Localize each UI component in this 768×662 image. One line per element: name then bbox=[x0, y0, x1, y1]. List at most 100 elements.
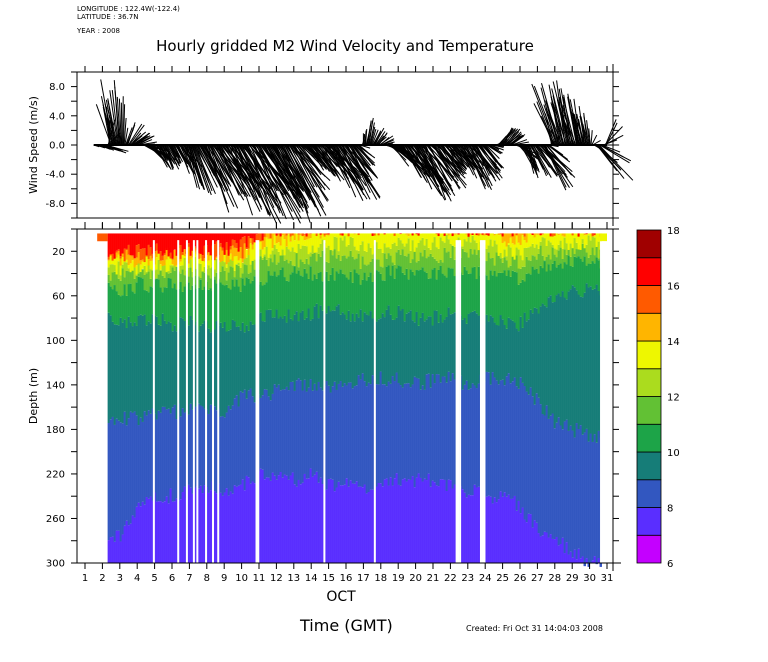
temperature-cell bbox=[277, 384, 280, 476]
temperature-cell bbox=[271, 250, 274, 263]
temperature-cell bbox=[333, 236, 336, 250]
temperature-cell bbox=[247, 278, 250, 331]
temperature-cell bbox=[173, 325, 176, 405]
temperature-cell bbox=[219, 282, 222, 323]
temperature-cell bbox=[269, 254, 272, 259]
temperature-cell bbox=[281, 249, 284, 256]
temperature-cell bbox=[125, 262, 128, 271]
temperature-cell bbox=[373, 233, 376, 236]
colorbar-swatch bbox=[636, 423, 662, 453]
temperature-cell bbox=[375, 233, 378, 243]
temperature-cell bbox=[197, 403, 200, 489]
temperature-cell bbox=[201, 289, 204, 324]
temperature-cell bbox=[183, 258, 186, 276]
wind-stick bbox=[505, 128, 519, 146]
temperature-cell bbox=[121, 256, 124, 265]
temperature-panel bbox=[97, 233, 612, 567]
temperature-cell bbox=[435, 279, 438, 311]
temperature-cell bbox=[271, 233, 274, 249]
temperature-cell bbox=[121, 264, 124, 269]
temperature-cell bbox=[555, 233, 558, 250]
temperature-cell bbox=[347, 233, 350, 245]
temperature-cell bbox=[183, 233, 186, 250]
temperature-cell bbox=[221, 266, 224, 285]
temperature-cell bbox=[191, 246, 194, 258]
temperature-cell bbox=[157, 324, 160, 411]
temperature-cell bbox=[393, 233, 396, 243]
temperature-cell bbox=[335, 258, 338, 272]
temperature-cell bbox=[107, 256, 110, 260]
temperature-cell bbox=[295, 252, 298, 274]
temperature-cell bbox=[477, 248, 480, 267]
wind-stick bbox=[533, 85, 558, 146]
temperature-cell bbox=[297, 378, 300, 480]
temperature-cell bbox=[443, 479, 446, 563]
temperature-cell bbox=[413, 275, 416, 323]
wind-stick bbox=[162, 144, 174, 171]
temperature-cell bbox=[189, 487, 192, 563]
temperature-cell bbox=[471, 267, 474, 312]
temperature-cell bbox=[573, 233, 576, 239]
temperature-cell bbox=[219, 246, 222, 263]
temperature-cell bbox=[127, 525, 130, 563]
temperature-cell bbox=[345, 385, 348, 479]
temperature-cell bbox=[535, 268, 538, 309]
temperature-cell bbox=[269, 233, 272, 239]
temperature-cell bbox=[309, 234, 312, 239]
temperature-cell bbox=[315, 233, 318, 237]
temperature-cell bbox=[355, 385, 358, 482]
temperature-cell bbox=[363, 484, 366, 563]
temperature-cell bbox=[241, 237, 244, 259]
temperature-cell bbox=[435, 485, 438, 563]
temperature-cell bbox=[525, 242, 528, 248]
temperature-cell bbox=[515, 510, 518, 563]
temperature-cell bbox=[511, 498, 514, 563]
temperature-cell bbox=[339, 260, 342, 270]
temperature-cell bbox=[199, 258, 202, 264]
temperature-cell bbox=[337, 383, 340, 482]
temperature-cell bbox=[445, 234, 448, 253]
temperature-cell bbox=[135, 325, 138, 416]
wind-stick bbox=[425, 144, 447, 200]
temperature-cell bbox=[491, 275, 494, 318]
temperature-cell bbox=[379, 273, 382, 319]
wind-y-tick-label: 8.0 bbox=[49, 82, 65, 93]
temperature-cell bbox=[139, 417, 142, 507]
colorbar-swatch bbox=[636, 340, 662, 370]
temperature-cell bbox=[333, 249, 336, 281]
temperature-cell bbox=[357, 375, 360, 487]
temperature-cell bbox=[467, 313, 470, 390]
temperature-cell bbox=[247, 248, 250, 256]
temperature-cell bbox=[419, 252, 422, 270]
temperature-cell bbox=[139, 249, 142, 261]
temperature-cell bbox=[507, 243, 510, 245]
temperature-cell bbox=[419, 269, 422, 318]
temperature-cell bbox=[445, 233, 448, 235]
temperature-cell bbox=[121, 423, 124, 535]
temperature-cell bbox=[327, 385, 330, 480]
x-tick-label: 8 bbox=[204, 573, 210, 584]
temperature-cell bbox=[567, 291, 570, 431]
temperature-cell bbox=[237, 233, 240, 252]
temperature-cell bbox=[377, 259, 380, 272]
temperature-cell bbox=[487, 245, 490, 253]
temperature-cell bbox=[121, 233, 124, 254]
temperature-cell bbox=[429, 253, 432, 279]
wind-stick bbox=[116, 96, 122, 146]
temperature-cell bbox=[475, 279, 478, 314]
missing-data-gap bbox=[255, 240, 258, 563]
temperature-cell bbox=[349, 480, 352, 563]
temperature-cell bbox=[203, 266, 206, 273]
temperature-cell bbox=[407, 383, 410, 480]
temperature-cell bbox=[475, 242, 478, 255]
wind-stick bbox=[598, 144, 634, 181]
wind-stick bbox=[122, 96, 124, 146]
temperature-cell bbox=[421, 312, 424, 386]
temperature-cell bbox=[421, 481, 424, 563]
temperature-cell bbox=[543, 305, 546, 416]
wind-stick bbox=[269, 144, 303, 207]
temperature-cell bbox=[305, 317, 308, 392]
temperature-cell bbox=[239, 291, 242, 331]
temperature-cell bbox=[117, 249, 120, 251]
temperature-cell bbox=[251, 244, 254, 250]
